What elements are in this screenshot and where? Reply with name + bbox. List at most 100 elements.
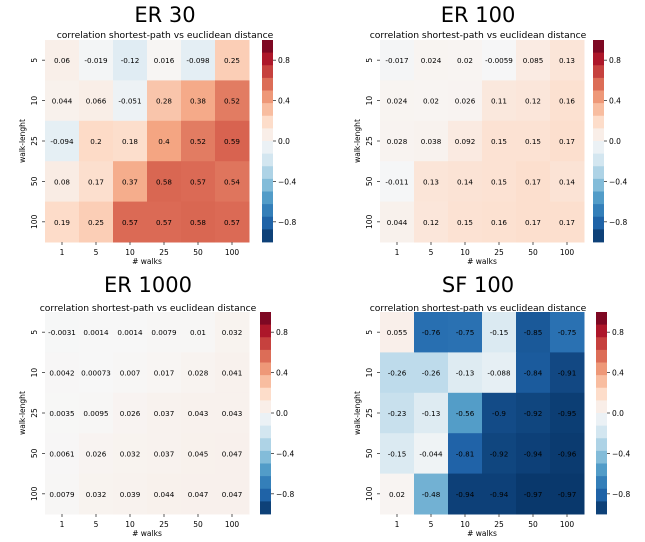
colorbar-segment xyxy=(262,191,273,205)
heatmap-cell xyxy=(215,473,250,515)
colorbar-segment xyxy=(593,178,604,192)
colorbar-segment xyxy=(596,413,607,427)
chart-title: SF 100 xyxy=(442,273,514,297)
colorbar-tick-label: 0.4 xyxy=(278,97,290,106)
colorbar-segment xyxy=(593,153,604,167)
cell-label: 0.25 xyxy=(88,218,104,227)
cell-label: 0.041 xyxy=(222,369,243,378)
cell-label: -0.088 xyxy=(487,369,511,378)
cell-label: 0.024 xyxy=(421,56,442,65)
colorbar-segment xyxy=(262,128,273,142)
colorbar-tick-label: −0.4 xyxy=(278,177,296,186)
cell-label: 0.13 xyxy=(559,56,575,65)
heatmap-cell xyxy=(448,352,483,394)
y-axis-label: walk-lenght xyxy=(353,119,362,163)
heatmap-cell xyxy=(45,40,80,81)
cell-label: 0.016 xyxy=(154,56,175,65)
y-axis-label: walk-lenght xyxy=(18,391,27,435)
colorbar-tick-label: 0.8 xyxy=(612,328,624,337)
colorbar-segment xyxy=(260,488,271,502)
colorbar-tick-label: −0.8 xyxy=(276,490,294,499)
cell-label: 0.18 xyxy=(122,137,138,146)
y-axis-label: walk-lenght xyxy=(18,119,27,163)
cell-label: -0.15 xyxy=(490,328,509,337)
heatmap-cell xyxy=(448,312,483,353)
heatmap-cell xyxy=(380,40,415,81)
y-tick-label: 100 xyxy=(365,486,374,501)
colorbar-segment xyxy=(262,153,273,167)
cell-label: -0.48 xyxy=(422,490,441,499)
cell-label: 0.2 xyxy=(90,137,101,146)
heatmap-cell xyxy=(215,352,250,394)
colorbar-segment xyxy=(593,52,604,66)
heatmap-cell xyxy=(45,352,80,394)
heatmap-cell xyxy=(113,80,148,122)
heatmap-cell xyxy=(550,473,585,515)
heatmap-cell xyxy=(79,40,114,81)
heatmap-cell xyxy=(448,80,483,122)
colorbar-segment xyxy=(593,90,604,104)
heatmap-cell xyxy=(113,473,148,515)
x-tick-label: 50 xyxy=(528,520,538,529)
cell-label: 0.017 xyxy=(154,369,175,378)
y-tick-label: 10 xyxy=(30,96,39,106)
x-tick-label: 50 xyxy=(193,248,203,257)
cell-label: 0.12 xyxy=(423,218,439,227)
colorbar-segment xyxy=(593,191,604,205)
cell-label: 0.11 xyxy=(491,97,507,106)
cell-label: 0.13 xyxy=(423,177,439,186)
heatmap-cell xyxy=(215,80,250,122)
cell-label: 0.037 xyxy=(154,409,175,418)
colorbar-segment xyxy=(260,375,271,389)
colorbar-segment xyxy=(596,400,607,414)
heatmap-cell xyxy=(414,433,449,475)
x-tick-label: 25 xyxy=(159,520,169,529)
heatmap-cell xyxy=(414,40,449,81)
heatmap-cell xyxy=(448,433,483,475)
colorbar-segment xyxy=(262,90,273,104)
heatmap-cell xyxy=(215,161,250,203)
heatmap-cell xyxy=(550,201,585,243)
y-axis-label: walk-lenght xyxy=(353,391,362,435)
heatmap-cell xyxy=(516,352,551,394)
heatmap-cell xyxy=(79,120,114,162)
heatmap-cell xyxy=(215,40,250,81)
heatmap-cell xyxy=(79,161,114,203)
chart-title: ER 30 xyxy=(134,3,195,27)
cell-label: -0.011 xyxy=(385,177,408,186)
y-tick-label: 10 xyxy=(365,368,374,378)
colorbar-tick-label: 0.8 xyxy=(609,56,621,65)
colorbar-segment xyxy=(260,438,271,452)
chart-subtitle: correlation shortest-path vs euclidean d… xyxy=(57,30,274,41)
colorbar-segment xyxy=(593,115,604,129)
heatmap-cell xyxy=(550,120,585,162)
colorbar-segment xyxy=(260,387,271,401)
colorbar-segment xyxy=(260,450,271,464)
heatmap-cell xyxy=(380,201,415,243)
heatmap-cell xyxy=(516,161,551,203)
colorbar: 0.8 0.4 0.0 −0.4 −0.8 xyxy=(593,40,627,243)
chart-subtitle: correlation shortest-path vs euclidean d… xyxy=(40,303,257,314)
cell-label: 0.047 xyxy=(222,490,243,499)
cell-label: 0.15 xyxy=(491,137,507,146)
heatmap-cell xyxy=(79,201,114,243)
cell-label: -0.94 xyxy=(456,490,475,499)
colorbar-segment xyxy=(596,450,607,464)
cell-label: -0.26 xyxy=(422,369,441,378)
x-tick-label: 25 xyxy=(494,248,504,257)
heatmap-cell xyxy=(448,40,483,81)
colorbar-segment xyxy=(262,65,273,79)
colorbar: 0.8 0.4 0.0 −0.4 −0.8 xyxy=(262,40,296,243)
heatmap-cell xyxy=(482,120,517,162)
y-tick-label: 25 xyxy=(30,408,39,418)
heatmap-cell xyxy=(45,312,80,353)
heatmap-cell xyxy=(516,473,551,515)
cell-label: 0.047 xyxy=(222,449,243,458)
heatmap-cell xyxy=(482,352,517,394)
colorbar-segment xyxy=(262,166,273,180)
cell-label: 0.17 xyxy=(525,177,541,186)
heatmap-cell xyxy=(181,352,216,394)
cell-label: -0.098 xyxy=(186,56,210,65)
cell-label: -0.9 xyxy=(492,409,506,418)
heatmap-cell xyxy=(181,392,216,434)
